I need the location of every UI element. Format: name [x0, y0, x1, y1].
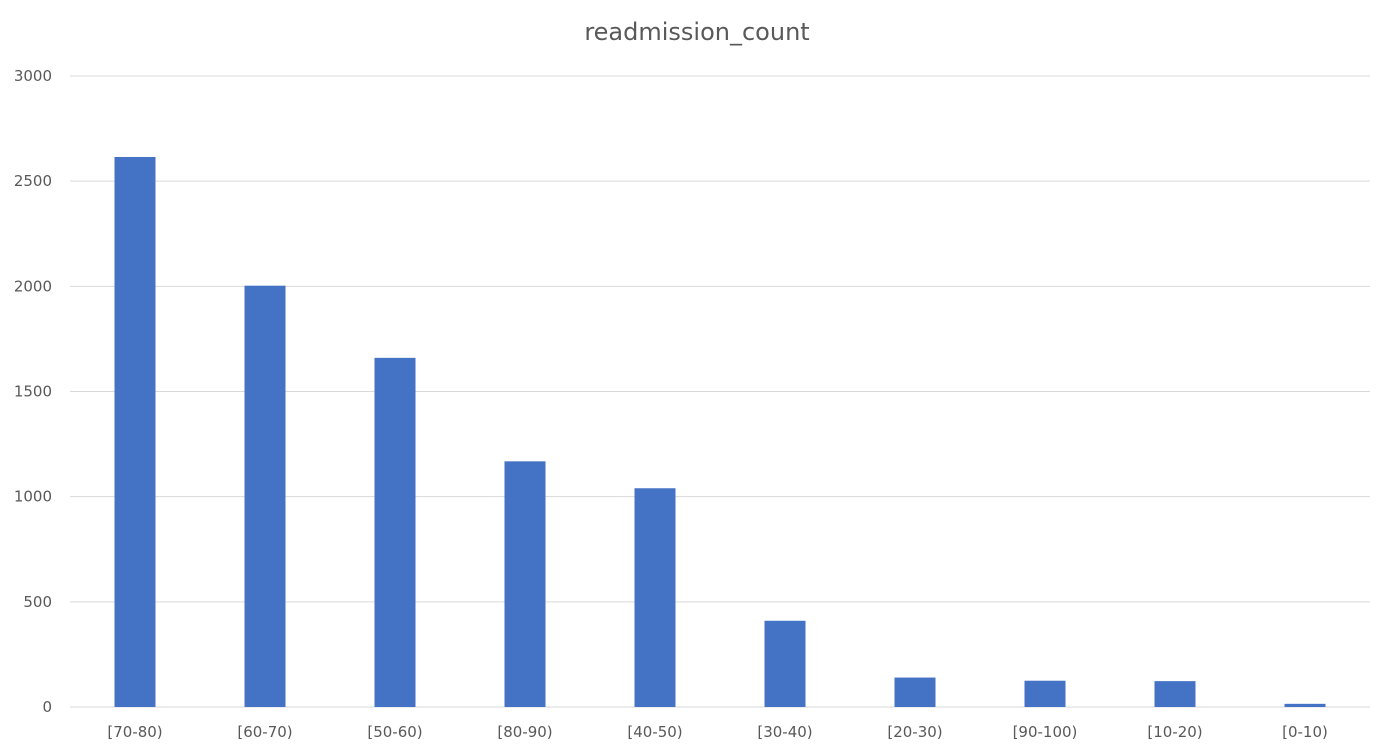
y-tick-label: 500 [23, 593, 52, 611]
bar [374, 357, 416, 707]
x-tick-label: [80-90) [497, 723, 552, 741]
x-tick-label: [0-10) [1282, 723, 1328, 741]
y-tick-label: 1500 [14, 383, 52, 401]
y-tick-label: 2500 [14, 172, 52, 190]
bar [764, 620, 806, 707]
x-tick-label: [30-40) [757, 723, 812, 741]
y-tick-label: 2000 [14, 277, 52, 295]
bar [504, 461, 546, 707]
x-tick-label: [70-80) [107, 723, 162, 741]
bar [1024, 680, 1066, 707]
x-tick-label: [60-70) [237, 723, 292, 741]
x-tick-label: [10-20) [1147, 723, 1202, 741]
y-tick-label: 3000 [14, 67, 52, 85]
bar [634, 488, 676, 707]
x-tick-label: [90-100) [1013, 723, 1078, 741]
x-tick-label: [20-30) [887, 723, 942, 741]
bar [894, 677, 936, 707]
x-tick-label: [50-60) [367, 723, 422, 741]
bar [1154, 681, 1196, 707]
bar [114, 156, 156, 707]
x-tick-label: [40-50) [627, 723, 682, 741]
y-tick-label: 0 [42, 698, 52, 716]
bar [244, 285, 286, 707]
chart-title: readmission_count [584, 18, 810, 46]
y-tick-label: 1000 [14, 488, 52, 506]
bar [1284, 703, 1326, 707]
